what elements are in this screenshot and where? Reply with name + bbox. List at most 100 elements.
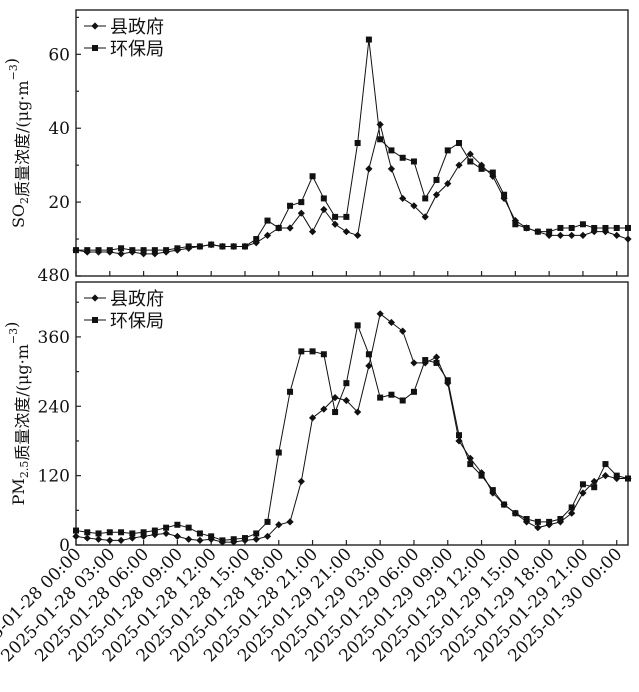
data-point [444,377,451,384]
data-point [73,527,79,534]
data-point [579,231,587,239]
y-tick-label: 360 [38,328,70,348]
data-point [399,194,407,203]
data-point [342,396,350,405]
y-tick-label: 40 [48,119,70,139]
data-point [354,408,362,416]
series-county-government [72,120,632,258]
data-point [163,524,170,531]
data-point [422,195,429,202]
data-point [456,432,463,439]
data-point [557,224,564,231]
data-point [523,515,530,522]
data-point [410,158,417,165]
data-point [467,461,474,468]
data-point [410,359,418,367]
data-point [298,199,305,206]
data-point [376,310,384,318]
data-point [275,521,283,529]
data-point [263,231,272,239]
data-point [591,484,598,491]
data-point [185,243,192,250]
data-point [151,527,158,534]
data-point [275,224,282,231]
data-point [512,221,519,228]
corner-label: 480 [38,266,70,286]
data-point [264,518,271,525]
series-line [76,39,628,251]
y-tick-label: 0 [59,536,70,556]
data-point [174,521,181,528]
data-point [557,515,564,522]
data-point [264,217,271,224]
data-point [534,228,541,235]
data-point [376,120,384,129]
data-point [523,224,530,231]
data-point [196,243,203,250]
data-point [568,224,575,231]
data-point [343,213,350,220]
data-point [613,224,620,231]
data-point [286,224,294,232]
data-point [118,245,125,252]
data-point [478,165,485,172]
data-point [478,472,485,479]
data-point [399,327,407,335]
data-point [354,140,361,146]
data-point [252,535,260,543]
data-point [162,529,170,538]
data-point [625,475,631,482]
data-point [185,535,193,543]
data-point [253,236,260,243]
legend-marker [92,45,98,51]
data-point [556,231,565,239]
data-point [489,169,496,176]
data-point [309,348,316,355]
data-point [432,353,441,361]
data-point [241,243,248,250]
data-point [501,191,508,198]
data-point [208,533,215,540]
data-point [151,247,158,254]
data-point [196,536,204,544]
data-point [286,518,294,526]
series-line [75,323,629,541]
series-line [75,124,629,255]
data-point [332,213,339,220]
data-point [208,241,215,248]
data-point [95,247,102,254]
legend-label: 环保局 [110,311,164,332]
data-point [387,165,396,173]
data-point [399,397,406,404]
data-point [95,530,102,537]
data-point [83,534,91,542]
data-point [625,224,631,231]
data-point [84,529,91,536]
plot-frame [75,9,629,277]
data-point [354,231,362,239]
data-point [501,501,508,508]
y-axis-title: SO2质量浓度/(μg·m−3) [2,58,32,228]
data-point [466,150,474,158]
data-point [455,161,463,169]
data-point [106,529,113,536]
data-point [72,532,80,540]
data-point [140,529,147,536]
data-point [534,524,542,532]
data-point [354,322,361,329]
y-tick-label: 60 [48,45,70,65]
data-point [309,173,316,180]
data-point [287,388,294,395]
data-point [287,202,294,209]
data-point [444,147,451,154]
legend-label: 环保局 [110,39,164,60]
legend-label: 县政府 [110,17,164,38]
data-point [275,449,282,456]
series-environmental-bureau [73,36,631,254]
data-point [377,136,384,143]
data-point [84,247,91,254]
data-point [320,205,328,214]
data-point [73,247,79,254]
data-point [489,487,496,494]
